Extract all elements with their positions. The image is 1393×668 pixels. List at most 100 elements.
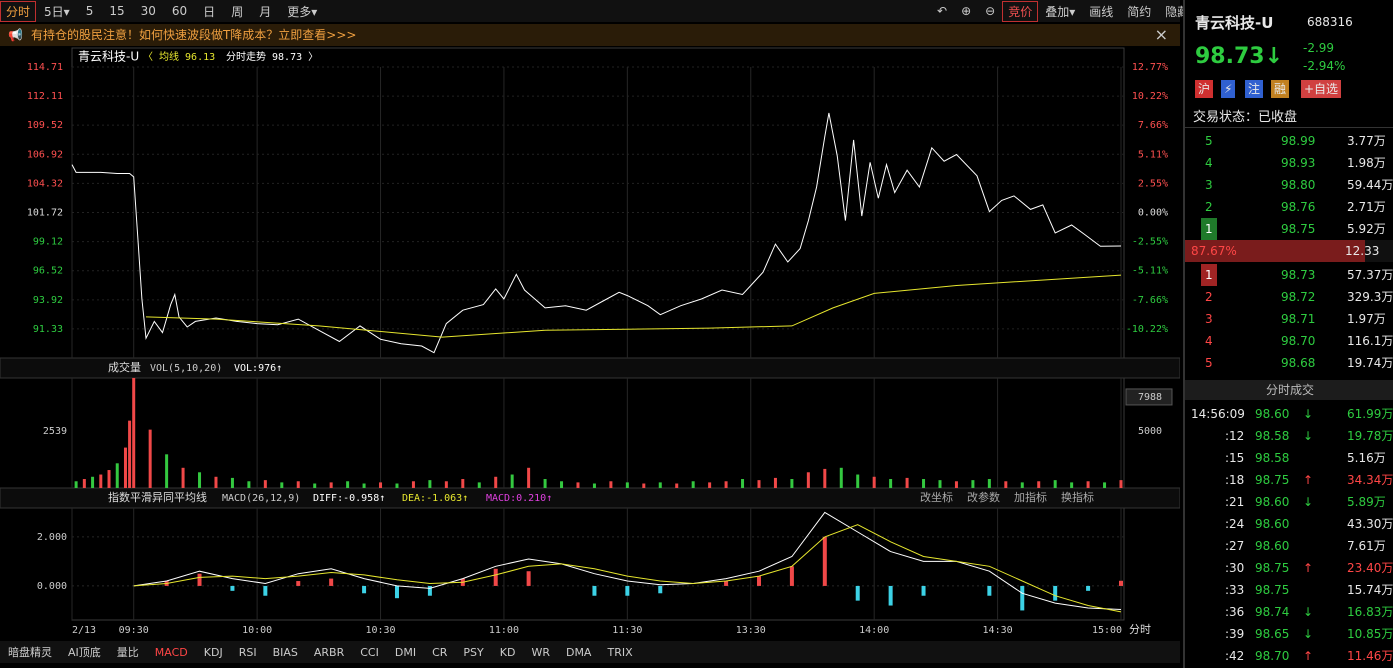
volume-bar xyxy=(889,479,893,488)
period-tab[interactable]: 30 xyxy=(140,4,156,18)
x-tick-label: 14:30 xyxy=(983,625,1013,636)
trade-volume: 15.74万 xyxy=(1347,583,1393,597)
volume-bar xyxy=(708,482,712,488)
tool-button[interactable]: 简约 xyxy=(1127,4,1152,19)
macd-bar xyxy=(724,581,729,586)
indicator-tab[interactable]: WR xyxy=(531,645,550,659)
indicator-tab[interactable]: AI顶底 xyxy=(68,646,101,659)
indicator-tab[interactable]: CCI xyxy=(360,645,379,659)
order-price: 98.72 xyxy=(1281,290,1316,304)
volume-bar xyxy=(1070,482,1074,488)
indicator-tab[interactable]: 量比 xyxy=(116,646,139,659)
trade-arrow: ↓ xyxy=(1303,407,1314,421)
volume-bar xyxy=(128,420,132,488)
period-tab[interactable]: 15 xyxy=(109,4,125,18)
trade-row: :15 98.58 5.16万 xyxy=(1185,447,1393,469)
indicator-tab[interactable]: MACD xyxy=(154,645,188,659)
tool-link[interactable]: 改坐标 xyxy=(920,490,953,504)
badge[interactable]: +自选 xyxy=(1301,80,1342,98)
icon-button[interactable]: ⊖ xyxy=(985,4,996,18)
trade-arrow: ↑ xyxy=(1303,649,1314,663)
volume-bar xyxy=(1119,480,1123,488)
period-tab[interactable]: 5 xyxy=(85,4,94,18)
volume-bar xyxy=(1053,480,1057,488)
panel-param: VOL(5,10,20) xyxy=(150,363,222,374)
period-tab[interactable]: 分时 xyxy=(0,0,37,22)
period-tab[interactable]: 更多▾ xyxy=(287,4,318,19)
volume-bar xyxy=(1086,481,1090,488)
close-icon[interactable]: × xyxy=(1154,25,1168,44)
period-tab[interactable]: 周 xyxy=(231,4,244,19)
badge[interactable]: 融 xyxy=(1271,80,1290,98)
indicator-tab[interactable]: DMA xyxy=(565,645,592,659)
tool-link[interactable]: 改参数 xyxy=(967,490,1000,504)
y-tick-label: 2539 xyxy=(43,426,67,437)
ratio-bar xyxy=(1185,240,1365,262)
volume-bar xyxy=(527,467,531,488)
tool-link[interactable]: 换指标 xyxy=(1061,490,1094,504)
indicator-tab[interactable]: KDJ xyxy=(203,645,223,659)
badge[interactable]: 沪 xyxy=(1195,80,1214,98)
volume-bar xyxy=(91,476,95,488)
volume-bar xyxy=(1020,482,1024,488)
y2-tick-label: 5.11% xyxy=(1138,149,1168,160)
x-tick-label: 14:00 xyxy=(859,625,889,636)
legend-avg: 〈 均线 96.13 xyxy=(143,50,215,63)
trade-time: :18 xyxy=(1225,473,1245,487)
trade-volume: 19.78万 xyxy=(1347,429,1393,443)
order-level: 1 xyxy=(1201,264,1217,286)
price-line xyxy=(145,274,1122,338)
icon-button[interactable]: ↶ xyxy=(937,4,948,18)
tool-button[interactable]: 竞价 xyxy=(1002,0,1039,22)
tool-link[interactable]: 加指标 xyxy=(1014,490,1047,504)
volume-bar xyxy=(592,483,596,488)
icon-button[interactable]: ⊕ xyxy=(961,4,972,18)
indicator-tab[interactable]: BIAS xyxy=(272,645,298,659)
period-tab[interactable]: 月 xyxy=(259,4,272,19)
indicator-tab[interactable]: ARBR xyxy=(313,645,345,659)
period-tab[interactable]: 5日▾ xyxy=(44,4,70,19)
volume-bar xyxy=(790,479,794,488)
period-tab[interactable]: 日 xyxy=(203,4,216,19)
tool-button[interactable]: 叠加▾ xyxy=(1045,4,1076,19)
order-row: 2 98.72 329.3万 xyxy=(1185,286,1393,308)
volume-bar xyxy=(675,483,679,488)
order-volume: 116.1万 xyxy=(1347,334,1393,348)
indicator-tab[interactable]: 暗盘精灵 xyxy=(8,646,52,659)
badge[interactable]: 注 xyxy=(1245,80,1264,98)
y-tick-label: 96.52 xyxy=(33,266,63,277)
order-price: 98.70 xyxy=(1281,334,1316,348)
stock-name: 青云科技-U xyxy=(78,50,139,64)
indicator-tab[interactable]: RSI xyxy=(238,645,257,659)
trade-volume: 5.16万 xyxy=(1347,451,1386,465)
notice-text[interactable]: 有持仓的股民注意！如何快速波段做T降成本？立即查看>>> xyxy=(30,28,357,42)
volume-bar xyxy=(839,467,843,488)
x-tick-label: 2/13 xyxy=(72,625,96,636)
volume-bar xyxy=(461,479,465,488)
order-level: 5 xyxy=(1205,134,1213,148)
order-level: 3 xyxy=(1205,312,1213,326)
trade-volume: 43.30万 xyxy=(1347,517,1393,531)
volume-bar xyxy=(132,378,136,488)
tool-button[interactable]: 画线 xyxy=(1089,4,1114,19)
chart-area: 青云科技-U 〈 均线 96.13 分时走势 98.73 〉 114.71 112.11… xyxy=(0,47,1180,636)
trade-status: 交易状态：已收盘 xyxy=(1193,110,1298,125)
volume-bar xyxy=(576,482,580,488)
ratio-sell: 12.33 xyxy=(1345,244,1380,258)
indicator-tab[interactable]: CR xyxy=(432,645,448,659)
macd-bar xyxy=(230,585,235,591)
indicator-tab[interactable]: DMI xyxy=(394,645,417,659)
indicator-tab[interactable]: PSY xyxy=(463,645,484,659)
badge[interactable]: ⚡ xyxy=(1221,80,1236,98)
trade-price: 98.60 xyxy=(1255,539,1290,553)
y2-tick-label: 12.77% xyxy=(1132,62,1168,73)
period-tab[interactable]: 60 xyxy=(171,4,188,18)
order-price: 98.75 xyxy=(1281,222,1316,236)
indicator-tab[interactable]: TRIX xyxy=(607,645,633,659)
indicator-tab[interactable]: KD xyxy=(499,645,516,659)
order-level: 1 xyxy=(1201,218,1217,240)
trade-time: :27 xyxy=(1225,539,1245,553)
panel-header-bg xyxy=(0,357,1180,379)
volume-bar xyxy=(757,480,761,488)
y2-tick-label: 7988 xyxy=(1138,392,1162,403)
